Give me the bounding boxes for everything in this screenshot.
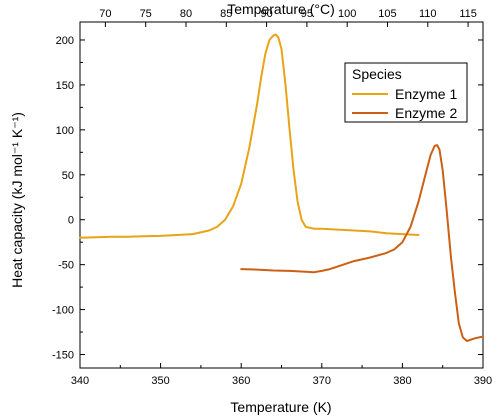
top-x-tick-label: 70: [99, 8, 111, 20]
top-x-axis: 70 75 80 85 90 95 100 105 110 115: [99, 8, 477, 27]
y-tick-label: 100: [56, 125, 74, 137]
series-layer: [79, 33, 484, 342]
y-tick-label: -50: [58, 260, 74, 272]
legend: Species Enzyme 1 Enzyme 2: [344, 62, 468, 123]
x-tick-label: 350: [151, 375, 169, 387]
bottom-x-axis: 340 350 360 370 380 390: [71, 363, 492, 387]
legend-label-enzyme-1: Enzyme 1: [395, 86, 457, 102]
top-x-tick-label: 95: [301, 8, 313, 20]
y-tick-label: 0: [68, 215, 74, 227]
top-x-tick-label: 115: [459, 8, 477, 20]
series-line-enzyme-1: [79, 33, 420, 239]
y-tick-label: -150: [52, 350, 74, 362]
left-y-axis: -150 -100 -50 0 50 100 150 200: [52, 35, 483, 362]
x-axis-title: Temperature (K): [230, 399, 331, 415]
y-tick-label: -100: [52, 305, 74, 317]
y-tick-label: 200: [56, 35, 74, 47]
x-tick-label: 360: [232, 375, 250, 387]
x-tick-label: 380: [393, 375, 411, 387]
top-x-tick-label: 85: [220, 8, 232, 20]
top-x-tick-label: 80: [180, 8, 192, 20]
top-x-tick-label: 90: [260, 8, 272, 20]
top-x-tick-label: 75: [140, 8, 152, 20]
x-tick-label: 340: [71, 375, 89, 387]
top-x-tick-label: 110: [419, 8, 437, 20]
top-x-axis-title: Temperature (°C): [227, 1, 335, 17]
top-x-tick-label: 105: [378, 8, 396, 20]
x-tick-label: 370: [313, 375, 331, 387]
y-axis-title: Heat capacity (kJ mol⁻¹ K⁻¹): [9, 112, 25, 288]
x-tick-label: 390: [474, 375, 492, 387]
series-line-enzyme-2: [240, 144, 484, 342]
y-tick-label: 150: [56, 80, 74, 92]
top-x-tick-label: 100: [338, 8, 356, 20]
y-tick-label: 50: [62, 170, 74, 182]
legend-title: Species: [352, 66, 402, 82]
legend-label-enzyme-2: Enzyme 2: [395, 105, 457, 121]
